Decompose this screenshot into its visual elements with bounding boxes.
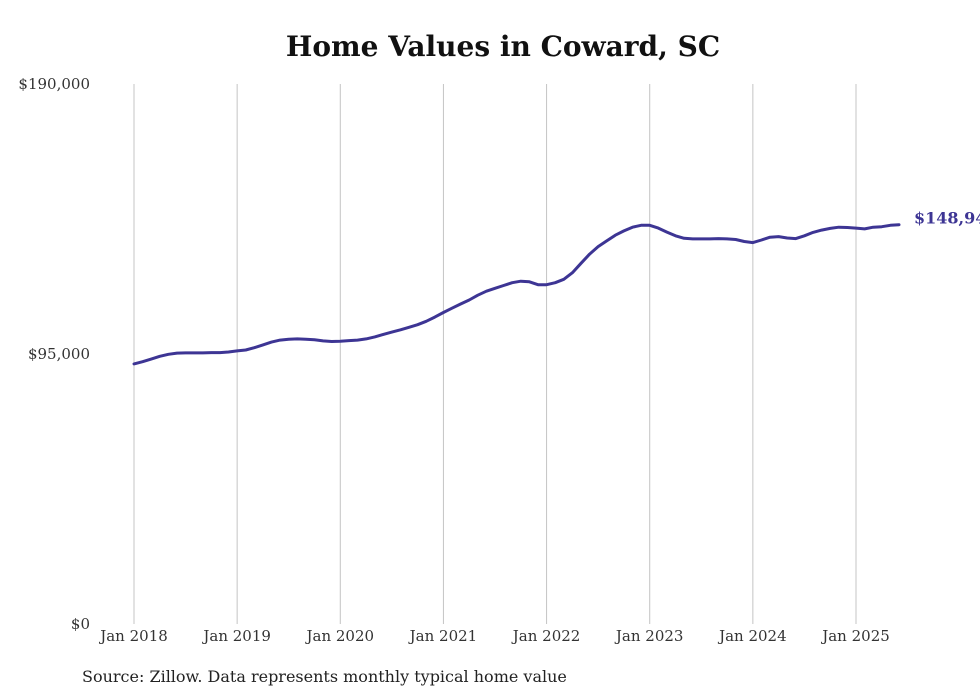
x-tick-label: Jan 2022 (511, 627, 581, 645)
y-tick-label: $95,000 (28, 345, 90, 363)
end-value-label-layer: $148,941 (914, 209, 980, 228)
end-value-label: $148,941 (914, 209, 980, 228)
y-tick-label: $190,000 (18, 75, 90, 93)
grid-lines (133, 84, 857, 624)
source-note: Source: Zillow. Data represents monthly … (82, 667, 567, 686)
chart-title: Home Values in Coward, SC (285, 30, 721, 63)
x-tick-label: Jan 2018 (98, 627, 168, 645)
x-tick-label: Jan 2024 (717, 627, 787, 645)
x-tick-label: Jan 2020 (305, 627, 375, 645)
x-tick-label: Jan 2023 (614, 627, 684, 645)
home-value-series-line (132, 223, 901, 366)
x-tick-label: Jan 2021 (408, 627, 478, 645)
series-layer (132, 223, 901, 366)
x-tick-label: Jan 2025 (820, 627, 890, 645)
x-axis-tick-labels: Jan 2018 Jan 2019 Jan 2020 Jan 2021 Jan 2022… (98, 627, 890, 645)
y-tick-label: $0 (71, 615, 90, 633)
x-tick-label: Jan 2019 (201, 627, 271, 645)
y-axis-tick-labels: $0 $95,000 $190,000 (18, 75, 90, 633)
